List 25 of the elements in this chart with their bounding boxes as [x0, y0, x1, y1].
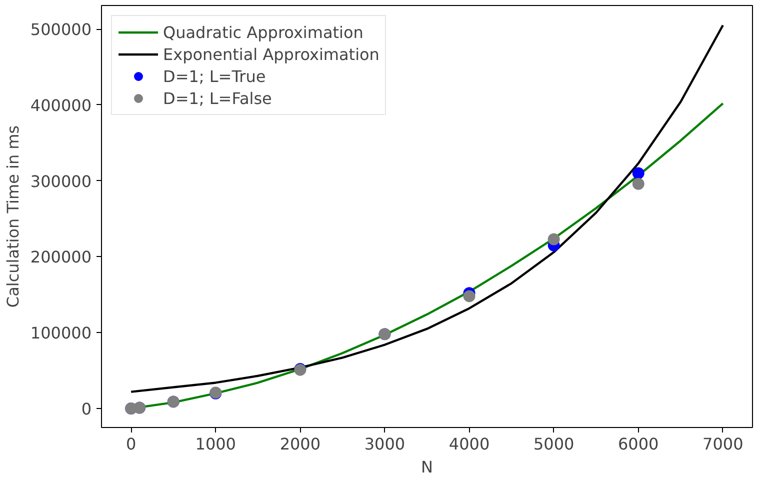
x-tick-label: 1000 [195, 434, 236, 454]
x-tick-label: 2000 [280, 434, 321, 454]
y-tick-label: 400000 [30, 96, 92, 115]
point [548, 233, 560, 246]
x-tick-label: 3000 [364, 434, 406, 454]
x-tick-label: 4000 [448, 434, 490, 454]
x-tick-label: 7000 [702, 434, 744, 454]
point [632, 167, 644, 180]
legend-label: Quadratic Approximation [163, 22, 364, 42]
y-axis-title: Calculation Time in ms [3, 125, 22, 308]
legend-label: Exponential Approximation [163, 44, 380, 64]
x-tick-label: 6000 [618, 434, 659, 454]
point [632, 178, 644, 190]
x-tick-label: 0 [126, 434, 136, 454]
x-axis-title: N [421, 458, 433, 476]
line-series [130, 24, 724, 393]
point [463, 290, 476, 302]
y-tick-label: 0 [81, 400, 92, 419]
y-tick-label: 100000 [30, 324, 92, 343]
y-tick-label: 500000 [30, 20, 92, 40]
legend-label: D=1; L=False [163, 88, 272, 108]
legend-label: D=1; L=True [163, 66, 266, 86]
x-tick-label: 5000 [533, 434, 574, 454]
y-tick-label: 300000 [30, 172, 92, 191]
y-tick-label: 200000 [30, 248, 92, 267]
